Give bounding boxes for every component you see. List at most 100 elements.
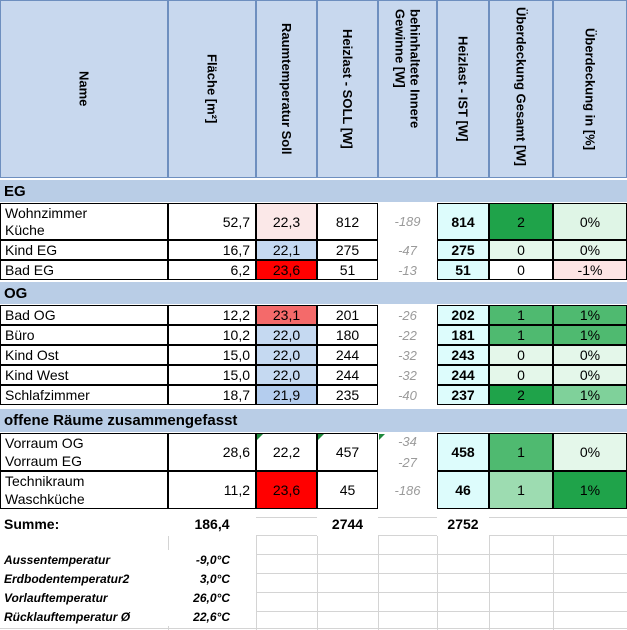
row-bad-og-ueber[interactable]: 1: [489, 305, 553, 325]
header-innere-gewinne: behinhaltete Innere Gewinne [W]: [378, 0, 437, 178]
footer-erdboden-label: Erdbodentemperatur2: [0, 569, 168, 588]
row-bad-eg-ist[interactable]: 51: [437, 260, 489, 280]
row-bad-eg-soll[interactable]: 51: [317, 260, 378, 280]
row-bad-og-prozent[interactable]: 1%: [553, 305, 627, 325]
row-wohnzimmer-ist[interactable]: 814: [437, 203, 489, 240]
row-kind-ost-ist[interactable]: 243: [437, 345, 489, 365]
summe-ist: 2752: [437, 512, 489, 536]
row-kind-eg-flaeche[interactable]: 16,7: [168, 240, 256, 260]
row-buero-name[interactable]: Büro: [0, 325, 168, 345]
row-kind-west-ueber[interactable]: 0: [489, 365, 553, 385]
row-buero-prozent[interactable]: 1%: [553, 325, 627, 345]
row-kind-ost-name[interactable]: Kind Ost: [0, 345, 168, 365]
header-ueberdeckung-prozent: Überdeckung in [%]: [553, 0, 627, 178]
row-vorraum-ist[interactable]: 458: [437, 433, 489, 471]
row-buero-gewinne[interactable]: -22: [398, 327, 417, 343]
row-bad-eg-name[interactable]: Bad EG: [0, 260, 168, 280]
row-vorraum-flaeche[interactable]: 28,6: [168, 433, 256, 471]
row-technik-name[interactable]: Technikraum Waschküche: [0, 471, 168, 509]
row-vorraum-ueber[interactable]: 1: [489, 433, 553, 471]
comment-marker: [257, 434, 263, 440]
footer-aussen-label: Aussentemperatur: [0, 550, 168, 569]
row-kind-ost-gewinne[interactable]: -32: [398, 347, 417, 363]
row-technik-gewinne[interactable]: -186: [394, 482, 421, 498]
row-technik-ueber[interactable]: 1: [489, 471, 553, 509]
header-ueberdeckung-gesamt: Überdeckung Gesamt [W]: [489, 0, 553, 178]
row-buero-soll[interactable]: 180: [317, 325, 378, 345]
row-kind-eg-ueber[interactable]: 0: [489, 240, 553, 260]
row-bad-og-flaeche[interactable]: 12,2: [168, 305, 256, 325]
row-buero-ist[interactable]: 181: [437, 325, 489, 345]
row-kind-west-ist[interactable]: 244: [437, 365, 489, 385]
row-schlafzimmer-ueber[interactable]: 2: [489, 385, 553, 405]
row-kind-west-gewinne[interactable]: -32: [398, 367, 417, 383]
row-bad-eg-flaeche[interactable]: 6,2: [168, 260, 256, 280]
row-kind-eg-soll[interactable]: 275: [317, 240, 378, 260]
row-wohnzimmer-ueber[interactable]: 2: [489, 203, 553, 240]
row-wohnzimmer-soll[interactable]: 812: [317, 203, 378, 240]
row-schlafzimmer-prozent[interactable]: 1%: [553, 385, 627, 405]
row-technik-ist[interactable]: 46: [437, 471, 489, 509]
row-schlafzimmer-soll[interactable]: 235: [317, 385, 378, 405]
row-wohnzimmer-prozent[interactable]: 0%: [553, 203, 627, 240]
footer-aussen-value: -9,0°C: [168, 550, 256, 569]
row-kind-eg-ist[interactable]: 275: [437, 240, 489, 260]
row-technik-flaeche[interactable]: 11,2: [168, 471, 256, 509]
header-flaeche: Fläche [m²]: [168, 0, 256, 178]
row-buero-temp[interactable]: 22,0: [256, 325, 317, 345]
row-vorraum-prozent[interactable]: 0%: [553, 433, 627, 471]
row-kind-eg-temp[interactable]: 22,1: [256, 240, 317, 260]
header-heizlast-soll: Heizlast - SOLL [W]: [317, 0, 378, 178]
row-schlafzimmer-temp[interactable]: 21,9: [256, 385, 317, 405]
comment-marker: [379, 434, 385, 440]
row-wohnzimmer-gewinne[interactable]: -189: [394, 214, 421, 229]
header-name: Name: [0, 0, 168, 178]
row-kind-eg-gewinne[interactable]: -47: [398, 242, 417, 258]
footer-vorlauf-value: 26,0°C: [168, 588, 256, 607]
row-schlafzimmer-gewinne[interactable]: -40: [398, 387, 417, 403]
row-kind-west-flaeche[interactable]: 15,0: [168, 365, 256, 385]
summe-soll: 2744: [317, 512, 378, 536]
header-raumtemperatur: Raumtemperatur Soll: [256, 0, 317, 178]
row-kind-ost-prozent[interactable]: 0%: [553, 345, 627, 365]
row-kind-eg-prozent[interactable]: 0%: [553, 240, 627, 260]
row-kind-west-name[interactable]: Kind West: [0, 365, 168, 385]
row-kind-ost-temp[interactable]: 22,0: [256, 345, 317, 365]
row-vorraum-soll[interactable]: 457: [317, 433, 378, 471]
row-buero-flaeche[interactable]: 10,2: [168, 325, 256, 345]
row-kind-ost-ueber[interactable]: 0: [489, 345, 553, 365]
footer-ruecklauf-label: Rücklauftemperatur Ø: [0, 607, 168, 626]
row-schlafzimmer-name[interactable]: Schlafzimmer: [0, 385, 168, 405]
row-kind-west-temp[interactable]: 22,0: [256, 365, 317, 385]
row-bad-eg-temp[interactable]: 23,6: [256, 260, 317, 280]
row-bad-og-soll[interactable]: 201: [317, 305, 378, 325]
row-wohnzimmer-temp[interactable]: 22,3: [256, 203, 317, 240]
row-buero-ueber[interactable]: 1: [489, 325, 553, 345]
row-technik-prozent[interactable]: 1%: [553, 471, 627, 509]
row-kind-west-soll[interactable]: 244: [317, 365, 378, 385]
row-wohnzimmer-flaeche[interactable]: 52,7: [168, 203, 256, 240]
row-technik-temp[interactable]: 23,6: [256, 471, 317, 509]
section-offene-raeume: offene Räume zusammengefasst: [0, 409, 627, 432]
row-schlafzimmer-ist[interactable]: 237: [437, 385, 489, 405]
row-schlafzimmer-flaeche[interactable]: 18,7: [168, 385, 256, 405]
section-eg: EG: [0, 180, 627, 202]
row-bad-og-name[interactable]: Bad OG: [0, 305, 168, 325]
row-vorraum-temp[interactable]: 22,2: [256, 433, 317, 471]
row-bad-og-ist[interactable]: 202: [437, 305, 489, 325]
summe-label: Summe:: [0, 512, 168, 536]
row-bad-eg-prozent[interactable]: -1%: [553, 260, 627, 280]
row-vorraum-gewinne[interactable]: -34 -27: [398, 434, 417, 470]
row-bad-og-gewinne[interactable]: -26: [398, 307, 417, 323]
row-vorraum-name[interactable]: Vorraum OG Vorraum EG: [0, 433, 168, 471]
row-kind-eg-name[interactable]: Kind EG: [0, 240, 168, 260]
row-kind-ost-soll[interactable]: 244: [317, 345, 378, 365]
row-bad-eg-ueber[interactable]: 0: [489, 260, 553, 280]
row-kind-west-prozent[interactable]: 0%: [553, 365, 627, 385]
row-kind-ost-flaeche[interactable]: 15,0: [168, 345, 256, 365]
row-bad-og-temp[interactable]: 23,1: [256, 305, 317, 325]
row-bad-eg-gewinne[interactable]: -13: [398, 262, 417, 278]
row-wohnzimmer-name[interactable]: Wohnzimmer Küche: [0, 203, 168, 240]
row-technik-soll[interactable]: 45: [317, 471, 378, 509]
